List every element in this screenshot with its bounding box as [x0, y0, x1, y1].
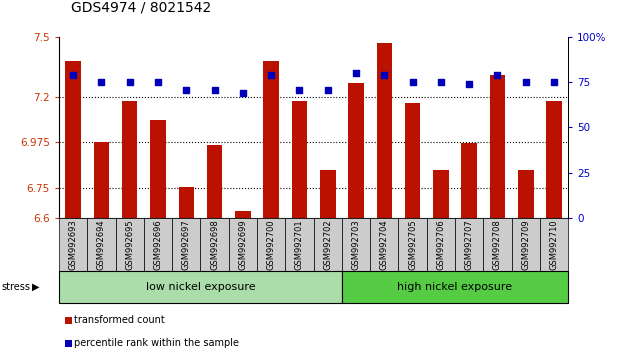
Bar	[433, 170, 449, 218]
Text: GSM992700: GSM992700	[266, 219, 276, 270]
Bar	[59, 271, 342, 303]
Bar	[512, 218, 540, 271]
Bar	[427, 218, 455, 271]
Bar	[546, 101, 562, 218]
Text: GSM992703: GSM992703	[351, 219, 361, 270]
Point	[521, 80, 531, 85]
Point	[181, 87, 191, 92]
Point	[351, 70, 361, 76]
Text: GSM992710: GSM992710	[550, 219, 558, 270]
Bar	[285, 218, 314, 271]
Bar	[201, 218, 229, 271]
Bar	[229, 218, 257, 271]
Text: GSM992702: GSM992702	[324, 219, 332, 270]
Point	[294, 87, 304, 92]
Point	[266, 72, 276, 78]
Point	[68, 72, 78, 78]
Bar	[376, 43, 392, 218]
Point	[407, 80, 417, 85]
Bar	[342, 271, 568, 303]
Text: GDS4974 / 8021542: GDS4974 / 8021542	[71, 0, 212, 14]
Point	[379, 72, 389, 78]
Text: GSM992695: GSM992695	[125, 219, 134, 270]
Bar	[518, 170, 533, 218]
Bar	[235, 211, 251, 218]
Bar	[314, 218, 342, 271]
Point	[549, 80, 559, 85]
Text: GSM992708: GSM992708	[493, 219, 502, 270]
Text: GSM992693: GSM992693	[69, 219, 78, 270]
Bar	[207, 145, 222, 218]
Bar	[405, 103, 420, 218]
Text: GSM992701: GSM992701	[295, 219, 304, 270]
Bar	[342, 218, 370, 271]
Bar	[490, 75, 505, 218]
Point	[210, 87, 220, 92]
Bar	[348, 83, 364, 218]
Bar	[65, 61, 81, 218]
Text: GSM992699: GSM992699	[238, 219, 247, 270]
Text: GSM992697: GSM992697	[182, 219, 191, 270]
Text: GSM992706: GSM992706	[437, 219, 445, 270]
Text: GSM992704: GSM992704	[380, 219, 389, 270]
Bar	[116, 218, 144, 271]
Bar	[172, 218, 201, 271]
Text: stress: stress	[1, 282, 30, 292]
Bar	[144, 218, 172, 271]
Bar	[399, 218, 427, 271]
Bar	[150, 120, 166, 218]
Point	[96, 80, 106, 85]
Point	[492, 72, 502, 78]
Text: GSM992707: GSM992707	[465, 219, 474, 270]
Bar	[540, 218, 568, 271]
Text: GSM992705: GSM992705	[408, 219, 417, 270]
Text: ▶: ▶	[32, 282, 40, 292]
Text: GSM992709: GSM992709	[521, 219, 530, 270]
Bar	[320, 170, 335, 218]
Point	[125, 80, 135, 85]
Bar	[88, 218, 116, 271]
Text: GSM992698: GSM992698	[210, 219, 219, 270]
Text: transformed count: transformed count	[74, 315, 165, 325]
Text: percentile rank within the sample: percentile rank within the sample	[74, 338, 239, 348]
Bar	[461, 143, 477, 218]
Text: high nickel exposure: high nickel exposure	[397, 282, 512, 292]
Text: low nickel exposure: low nickel exposure	[146, 282, 255, 292]
Bar	[59, 218, 88, 271]
Bar	[178, 187, 194, 218]
Point	[436, 80, 446, 85]
Point	[153, 80, 163, 85]
Bar	[257, 218, 285, 271]
Bar	[370, 218, 399, 271]
Bar	[455, 218, 483, 271]
Bar	[122, 101, 137, 218]
Bar	[483, 218, 512, 271]
Point	[465, 81, 474, 87]
Bar	[292, 101, 307, 218]
Bar	[94, 143, 109, 218]
Bar	[263, 61, 279, 218]
Text: GSM992694: GSM992694	[97, 219, 106, 270]
Point	[323, 87, 333, 92]
Text: GSM992696: GSM992696	[153, 219, 163, 270]
Point	[238, 90, 248, 96]
